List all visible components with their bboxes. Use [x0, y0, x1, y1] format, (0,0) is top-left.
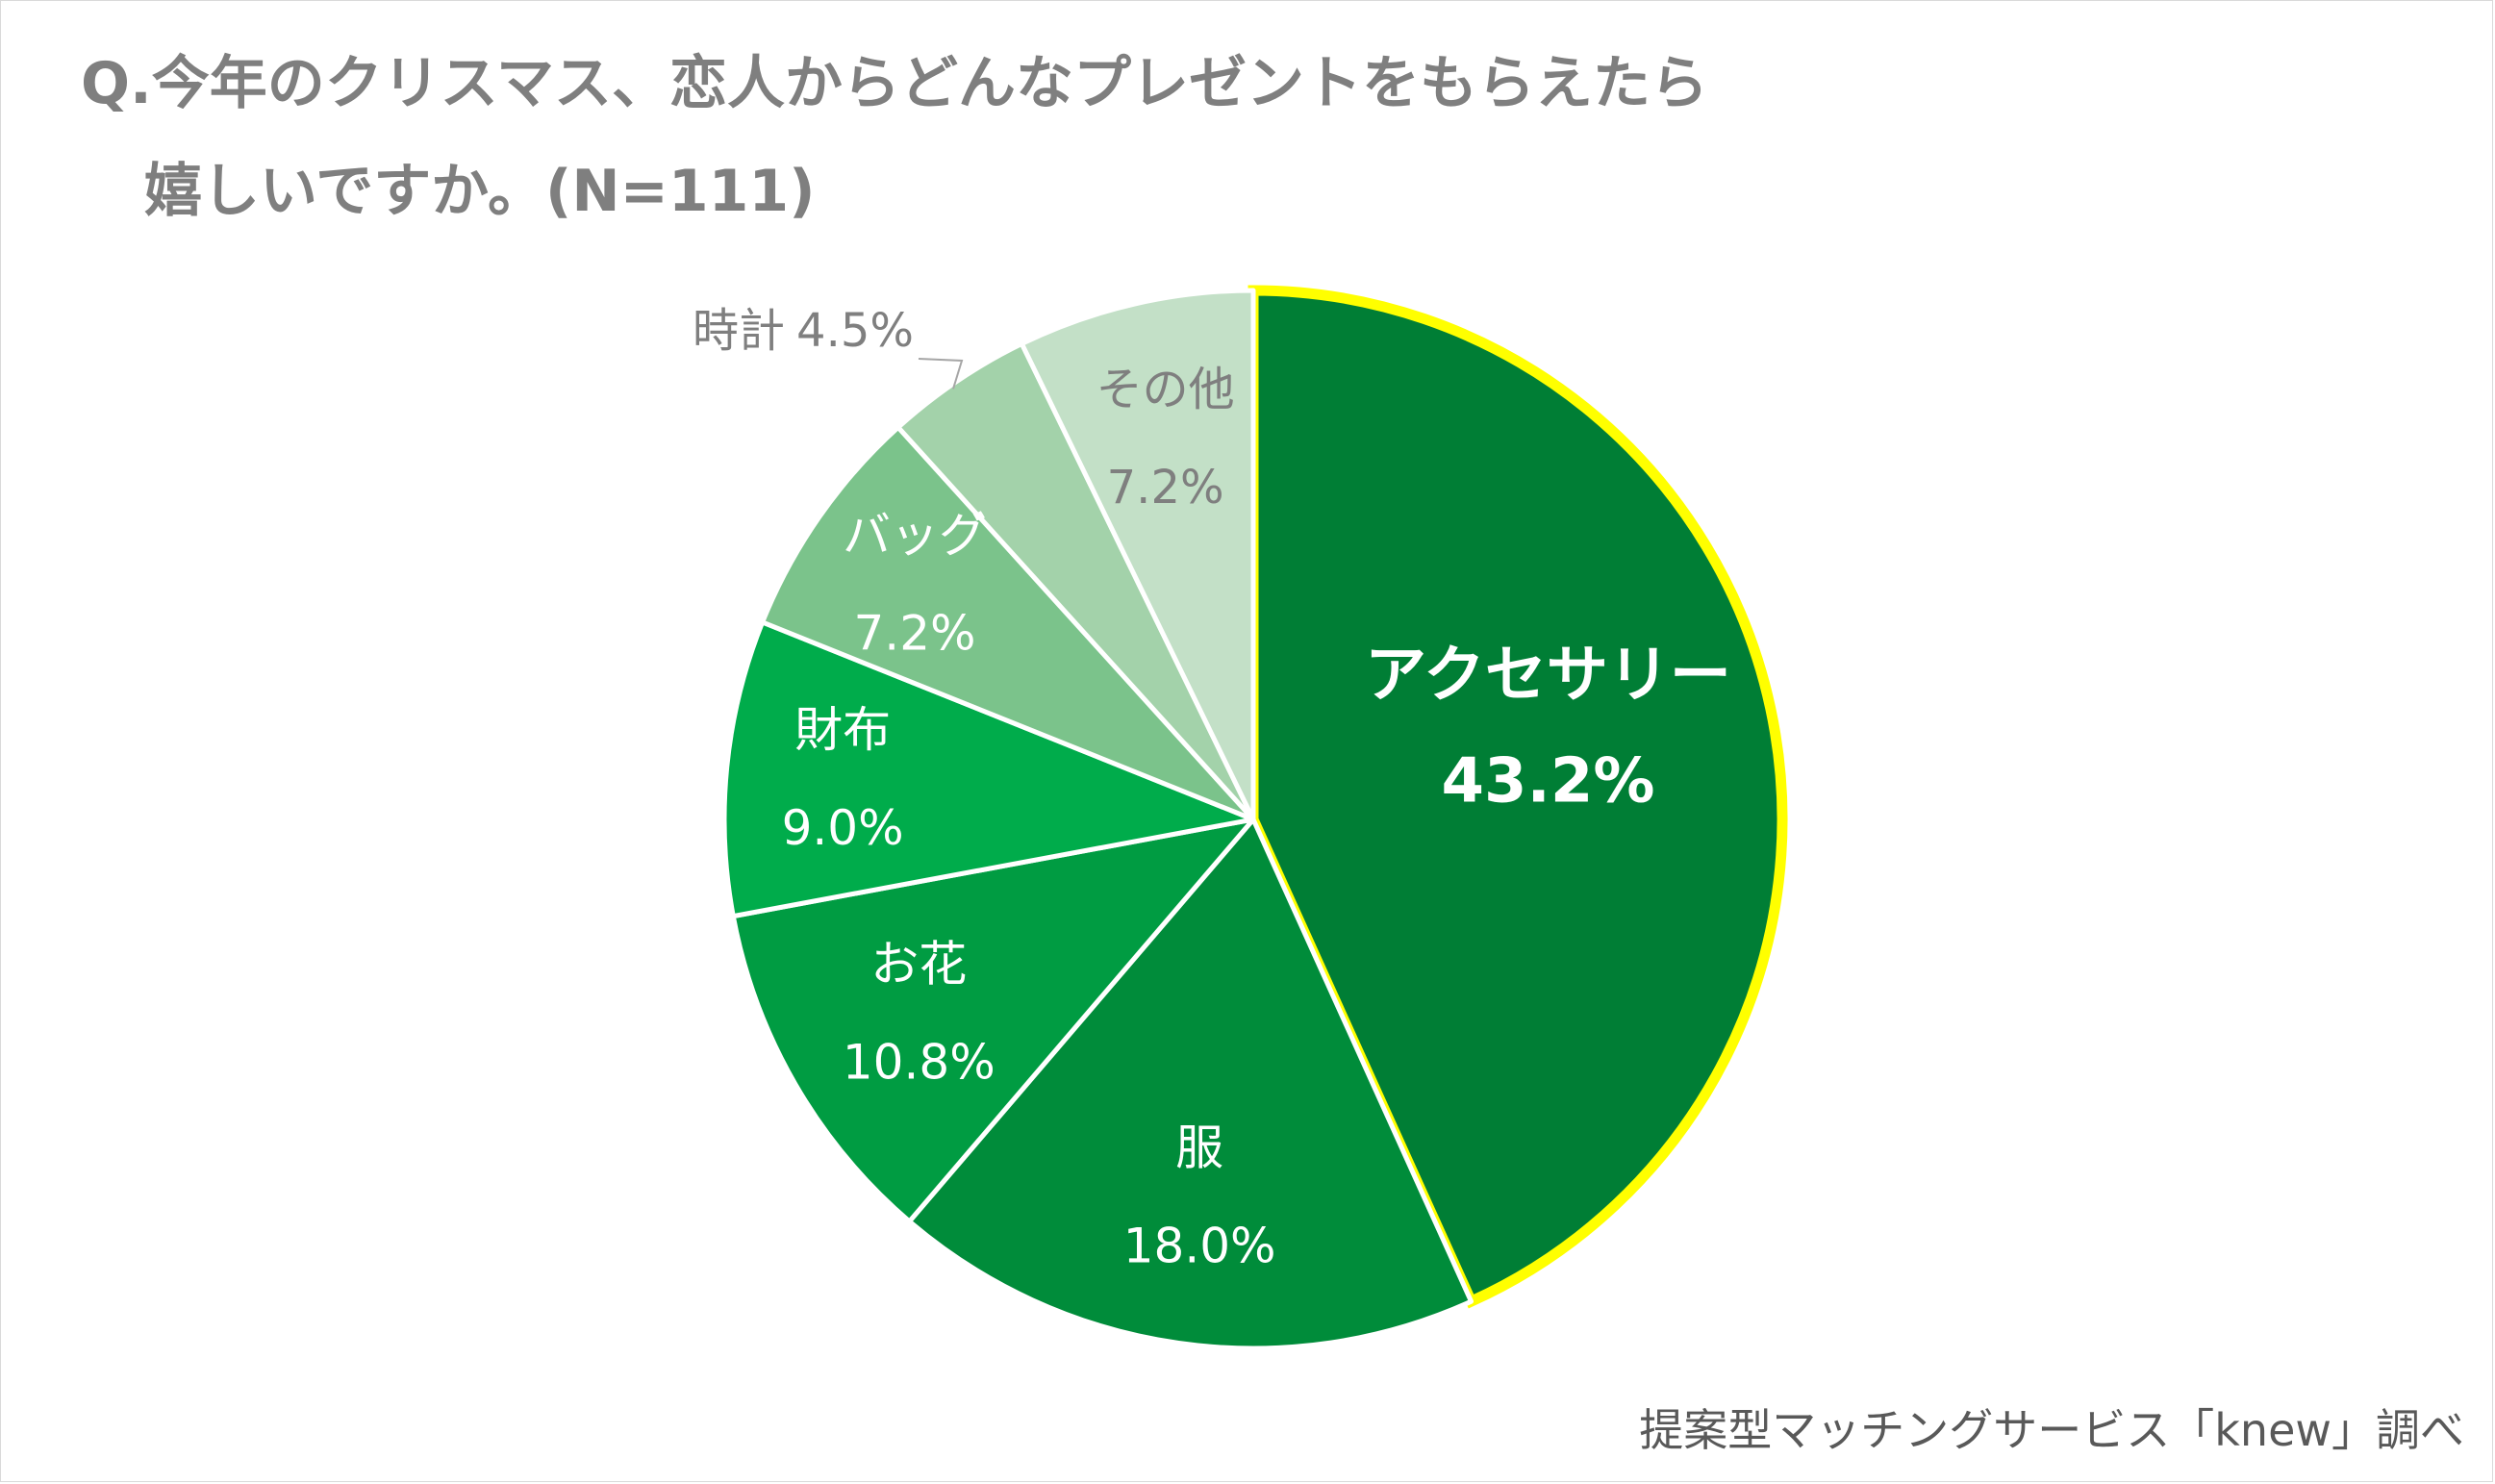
pie-labels: アクセサリー 43.2% 服 18.0% お花 10.8% 財布 9.0% バッグ 7.2% 時計 4…: [693, 304, 1731, 1274]
slice-value-1: 18.0%: [1123, 1219, 1276, 1274]
pie-slices: [721, 285, 1788, 1351]
slice-category-4: バッグ: [843, 507, 987, 563]
slice-category-1: 服: [1175, 1120, 1223, 1176]
slice-category-6: その他: [1096, 363, 1235, 416]
slice-label-5: 時計 4.5%: [693, 304, 914, 358]
slice-category-5: 時計: [693, 304, 785, 358]
pie-slice-2: [730, 817, 1256, 1224]
slice-value-4: 7.2%: [853, 605, 975, 661]
pie-slice-3: [721, 619, 1256, 919]
pie-slice-6: [1019, 288, 1256, 822]
leader-line-5: [918, 358, 964, 390]
slice-category-0: アクセサリー: [1365, 640, 1731, 711]
slice-value-3: 9.0%: [782, 800, 904, 856]
slice-value-5: 4.5%: [796, 304, 914, 358]
slice-value-0: 43.2%: [1441, 745, 1654, 817]
pie-slice-1: [907, 817, 1474, 1351]
chart-title-line-2: 嬉しいですか。(N=111): [144, 158, 816, 225]
slice-category-2: お花: [870, 936, 967, 992]
pie-slice-4: [760, 424, 1256, 822]
chart-title-line-1: Q.今年のクリスマス、恋人からどんなプレゼントをもらえたら: [81, 50, 1708, 117]
slice-category-3: 財布: [794, 702, 891, 758]
chart-source: 提案型マッチングサービス「knew」調べ: [1639, 1404, 2464, 1456]
slice-value-2: 10.8%: [843, 1034, 995, 1090]
pie-slice-0-highlight: [1248, 285, 1788, 1309]
slice-value-6: 7.2%: [1107, 461, 1224, 515]
